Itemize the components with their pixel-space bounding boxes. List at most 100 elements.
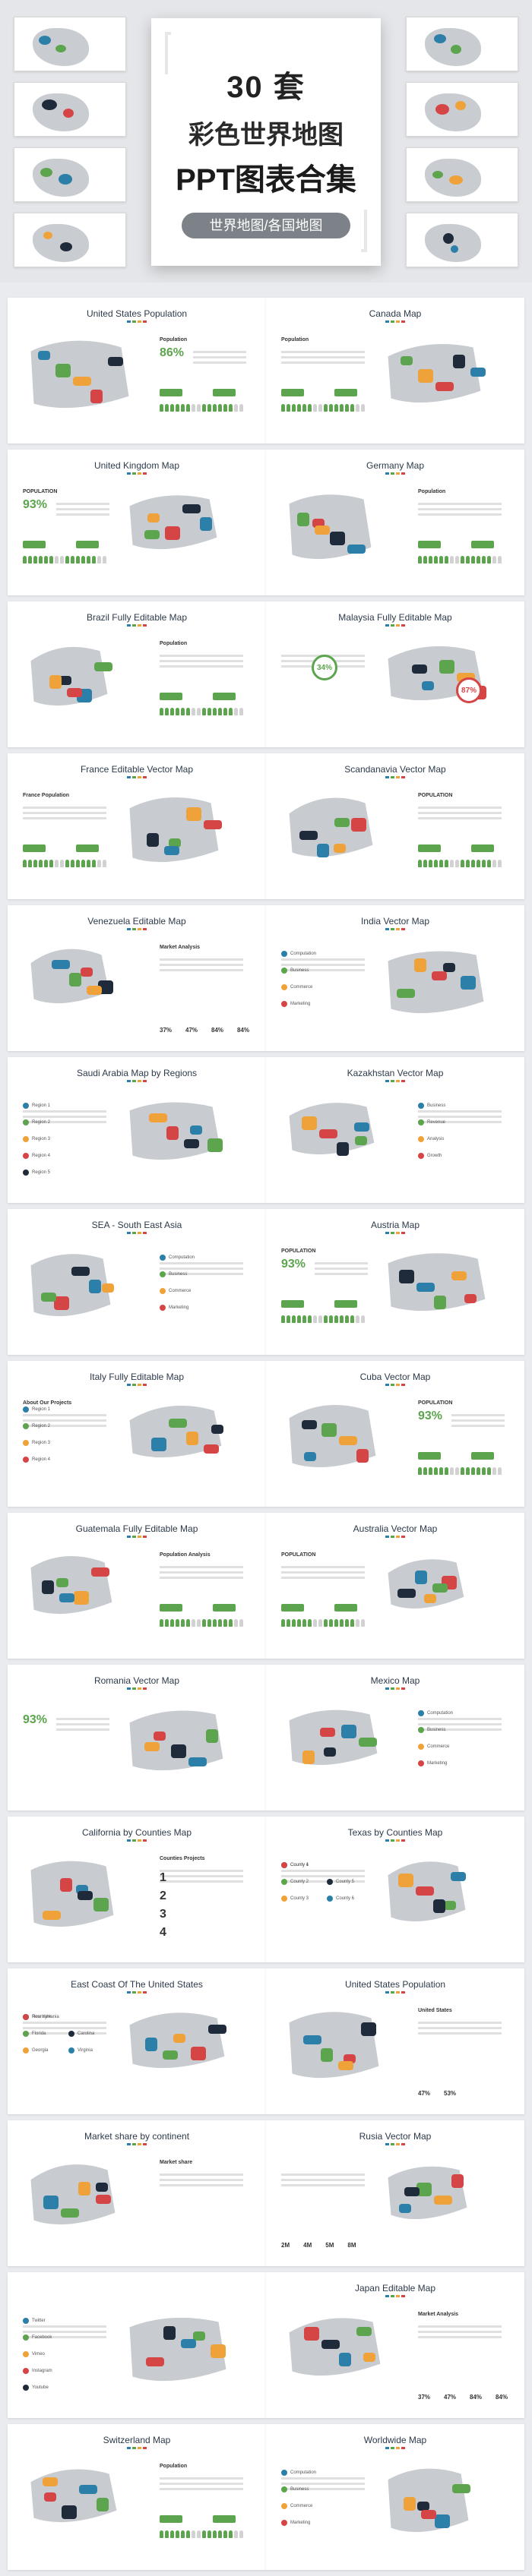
tag-button[interactable] <box>281 389 304 396</box>
panel-label: POPULATION <box>23 489 58 494</box>
legend-dot <box>160 1271 166 1277</box>
placeholder-text-line <box>23 812 106 814</box>
title-color-dots <box>385 1536 405 1538</box>
region-map <box>387 2165 468 2221</box>
slide-title: Brazil Fully Editable Map <box>86 612 188 623</box>
map-region-highlight <box>60 1878 72 1892</box>
tag-button[interactable] <box>23 541 46 548</box>
legend-item: County 2 <box>281 1879 309 1885</box>
tag-button[interactable] <box>281 1604 304 1612</box>
legend-item: Marketing <box>281 2520 310 2526</box>
tag-button[interactable] <box>76 844 99 852</box>
legend-dot <box>160 1305 166 1311</box>
people-icon-row <box>418 1467 502 1475</box>
tag-button[interactable] <box>471 541 494 548</box>
person-icon <box>176 2530 179 2538</box>
map-region-highlight <box>59 676 71 685</box>
legend-label: Region 3 <box>32 1441 51 1445</box>
tag-button[interactable] <box>334 1300 357 1308</box>
legend-item: Region 2 <box>23 1119 50 1125</box>
stat-value: 84% <box>496 2394 508 2401</box>
panel-label: Market Analysis <box>160 945 201 950</box>
person-icon <box>71 860 74 867</box>
slide-title: Malaysia Fully Editable Map <box>338 612 452 623</box>
map-region-highlight <box>421 2510 436 2519</box>
map-region-highlight <box>166 1126 179 1140</box>
tag-button[interactable] <box>76 541 99 548</box>
placeholder-text-line <box>56 1718 109 1720</box>
legend-dot <box>281 2520 287 2526</box>
tag-button[interactable] <box>213 693 236 700</box>
legend-item: Pennsylvania <box>23 2014 59 2020</box>
tag-button[interactable] <box>160 1604 182 1612</box>
person-icon <box>218 404 222 412</box>
tag-button[interactable] <box>418 541 441 548</box>
person-icon <box>170 1619 174 1627</box>
map-region-highlight <box>188 1757 207 1766</box>
person-icon <box>181 404 185 412</box>
tag-button[interactable] <box>213 1604 236 1612</box>
stat-value: 53% <box>444 2090 457 2097</box>
placeholder-text-line <box>418 1718 502 1720</box>
slide-title: Mexico Map <box>370 1675 420 1686</box>
person-icon <box>202 2530 206 2538</box>
map-region-highlight <box>297 513 309 526</box>
tag-button[interactable] <box>213 389 236 396</box>
hero-banner: 30 套 彩色世界地图 PPT图表合集 世界地图/各国地图 <box>0 0 532 283</box>
placeholder-text-line <box>451 1419 505 1422</box>
region-map <box>387 2467 470 2533</box>
person-icon <box>329 404 333 412</box>
tag-button[interactable] <box>160 693 182 700</box>
region-map <box>128 1709 224 1772</box>
map-region-highlight <box>144 1742 160 1751</box>
slide-card: Scandanavia Vector Map POPULATION <box>266 753 524 899</box>
tag-button[interactable] <box>160 2515 182 2523</box>
panel-label: About Our Projects <box>23 1400 72 1406</box>
placeholder-text-line <box>23 1425 106 1427</box>
tag-button[interactable] <box>23 844 46 852</box>
placeholder-text-line <box>23 2336 106 2338</box>
tag-button[interactable] <box>213 2515 236 2523</box>
region-map <box>30 948 113 1005</box>
tag-button[interactable] <box>418 844 441 852</box>
title-color-dots <box>127 1384 147 1386</box>
tag-button[interactable] <box>334 1604 357 1612</box>
map-region-highlight <box>356 1449 369 1463</box>
person-icon <box>498 860 502 867</box>
legend-dot <box>281 1896 287 1902</box>
placeholder-text-line <box>418 1110 502 1113</box>
legend-label: Region 5 <box>32 1170 51 1175</box>
tag-button[interactable] <box>471 1452 494 1460</box>
panel-label: POPULATION <box>281 1552 316 1558</box>
tag-button[interactable] <box>418 1452 441 1460</box>
person-icon <box>423 860 427 867</box>
map-region-highlight <box>453 355 465 368</box>
map-region-highlight <box>315 526 330 535</box>
slide-title: Australia Vector Map <box>353 1523 438 1534</box>
person-icon <box>498 1467 502 1475</box>
tag-button[interactable] <box>471 844 494 852</box>
map-region-highlight <box>470 368 486 377</box>
people-icon-row <box>23 860 106 867</box>
tag-button[interactable] <box>281 1300 304 1308</box>
region-map <box>30 339 130 409</box>
person-icon <box>302 1619 306 1627</box>
legend-dot <box>23 1103 29 1109</box>
person-icon <box>160 708 163 715</box>
map-region-highlight <box>302 1750 315 1764</box>
placeholder-text-line <box>451 1425 505 1427</box>
person-icon <box>329 1315 333 1323</box>
legend-dot <box>23 2047 29 2054</box>
map-region-highlight <box>184 1139 199 1148</box>
tag-button[interactable] <box>160 389 182 396</box>
map-region-highlight <box>102 1283 114 1293</box>
tag-button[interactable] <box>334 389 357 396</box>
person-icon <box>197 404 201 412</box>
stat-value: 84% <box>470 2394 483 2401</box>
title-color-dots <box>127 1536 147 1538</box>
legend-item: Region 1 <box>23 1406 50 1413</box>
map-region-highlight <box>412 665 427 674</box>
map-region-highlight <box>73 377 91 386</box>
person-icon <box>308 404 312 412</box>
person-icon <box>55 556 59 564</box>
